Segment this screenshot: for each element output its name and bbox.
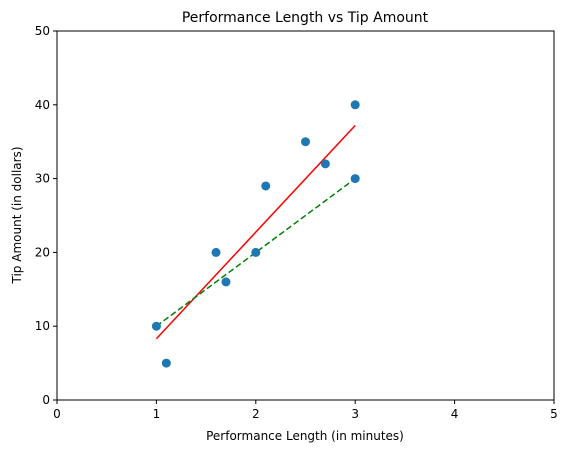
scatter-point bbox=[350, 100, 360, 110]
chart-title: Performance Length vs Tip Amount bbox=[182, 10, 429, 26]
scatter-point bbox=[221, 277, 231, 287]
x-tick-label: 4 bbox=[451, 407, 459, 421]
scatter-points bbox=[151, 100, 360, 368]
y-tick-label: 10 bbox=[35, 319, 50, 333]
y-tick-label: 0 bbox=[42, 393, 50, 407]
scatter-point bbox=[320, 159, 330, 169]
scatter-point bbox=[211, 247, 221, 257]
x-axis-ticks: 0 1 2 3 4 5 bbox=[53, 400, 558, 421]
scatter-point bbox=[350, 174, 360, 184]
y-tick-label: 40 bbox=[35, 98, 50, 112]
y-tick-label: 20 bbox=[35, 245, 50, 259]
x-tick-label: 0 bbox=[53, 407, 61, 421]
y-axis-ticks: 0 10 20 30 40 50 bbox=[35, 24, 57, 407]
x-axis-label: Performance Length (in minutes) bbox=[206, 429, 404, 443]
dashed-fit-line bbox=[155, 177, 356, 327]
scatter-point bbox=[261, 181, 271, 191]
x-tick-label: 3 bbox=[351, 407, 359, 421]
y-tick-label: 30 bbox=[35, 172, 50, 186]
scatter-point bbox=[151, 321, 161, 331]
y-axis-label: Tip Amount (in dollars) bbox=[10, 147, 24, 285]
scatter-point bbox=[251, 247, 261, 257]
x-tick-label: 1 bbox=[153, 407, 161, 421]
scatter-point bbox=[301, 137, 310, 147]
plot-area bbox=[56, 30, 555, 401]
x-tick-label: 5 bbox=[550, 407, 558, 421]
x-tick-label: 2 bbox=[252, 407, 260, 421]
y-tick-label: 50 bbox=[35, 24, 50, 38]
scatter-point bbox=[161, 358, 171, 368]
